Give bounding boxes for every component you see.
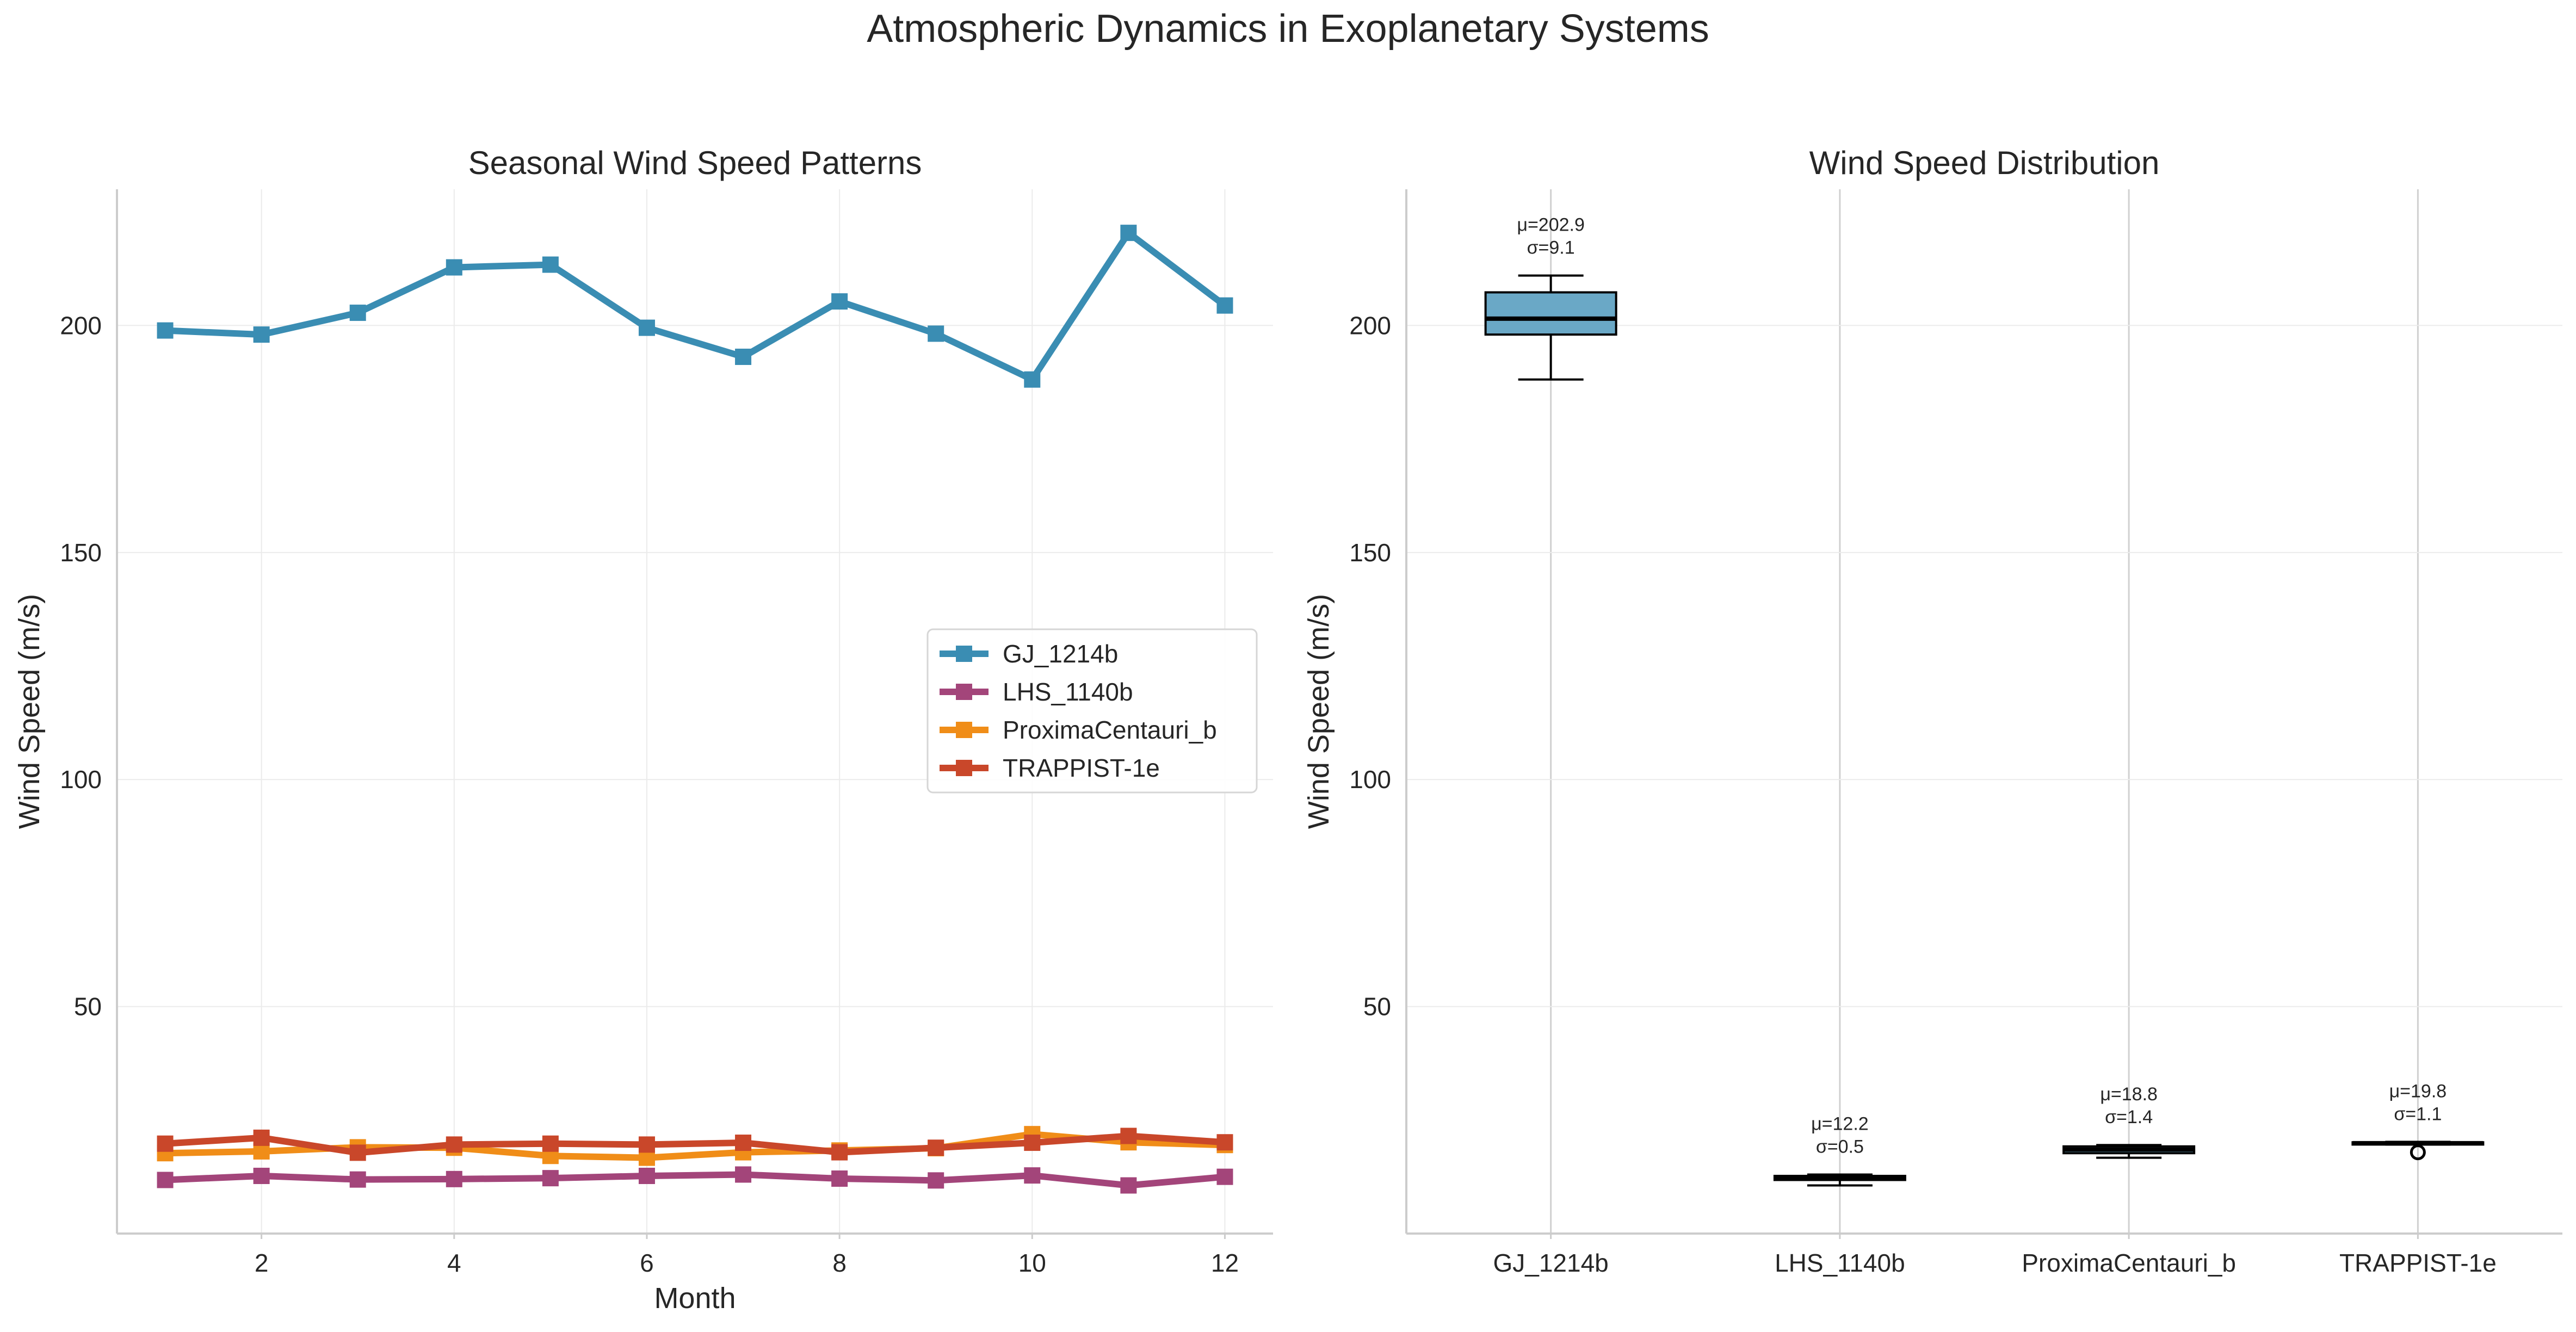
- y-tick-label: 150: [60, 538, 102, 567]
- data-point-LHS_1140b: [349, 1171, 366, 1188]
- std-annotation: σ=0.5: [1816, 1136, 1864, 1157]
- legend-label-LHS_1140b: LHS_1140b: [1003, 678, 1133, 706]
- data-point-GJ_1214b: [1024, 371, 1041, 388]
- x-tick-label: 10: [1018, 1249, 1046, 1277]
- mean-annotation: μ=202.9: [1517, 215, 1585, 236]
- data-point-LHS_1140b: [446, 1170, 462, 1187]
- data-point-GJ_1214b: [1120, 225, 1137, 241]
- data-point-GJ_1214b: [157, 322, 174, 339]
- legend-box: [926, 628, 1258, 794]
- data-point-GJ_1214b: [1216, 297, 1233, 314]
- mean-annotation: μ=18.8: [2100, 1084, 2158, 1105]
- x-tick-label: 2: [255, 1249, 269, 1277]
- data-point-LHS_1140b: [638, 1167, 655, 1184]
- outlier-point: [2410, 1144, 2426, 1161]
- x-tick-label: GJ_1214b: [1493, 1249, 1608, 1277]
- data-point-GJ_1214b: [253, 326, 270, 343]
- x-tick-label: 6: [640, 1249, 654, 1277]
- y-tick-label: 50: [74, 993, 102, 1021]
- series-line-LHS_1140b: [162, 1171, 1228, 1189]
- chart-title-distribution: Wind Speed Distribution: [1809, 145, 2160, 181]
- y-tick-label: 50: [1363, 993, 1391, 1021]
- data-point-TRAPPIST-1e: [542, 1135, 559, 1152]
- data-point-TRAPPIST-1e: [157, 1135, 174, 1152]
- data-point-LHS_1140b: [831, 1170, 848, 1187]
- data-point-TRAPPIST-1e: [253, 1129, 270, 1146]
- data-point-TRAPPIST-1e: [1024, 1135, 1041, 1151]
- x-tick-label: TRAPPIST-1e: [2339, 1249, 2497, 1277]
- data-point-TRAPPIST-1e: [831, 1144, 848, 1161]
- data-point-TRAPPIST-1e: [735, 1135, 752, 1151]
- legend-label-GJ_1214b: GJ_1214b: [1003, 640, 1118, 668]
- data-point-LHS_1140b: [1024, 1167, 1041, 1184]
- data-point-TRAPPIST-1e: [638, 1136, 655, 1153]
- data-point-LHS_1140b: [1120, 1177, 1137, 1194]
- data-point-LHS_1140b: [542, 1170, 559, 1187]
- box-GJ_1214b: [1484, 291, 1617, 336]
- legend-label-TRAPPIST-1e: TRAPPIST-1e: [1003, 754, 1160, 782]
- data-point-GJ_1214b: [638, 319, 655, 336]
- legend-marker-TRAPPIST-1e: [956, 760, 972, 776]
- data-point-LHS_1140b: [157, 1172, 174, 1188]
- series-line-GJ_1214b: [162, 230, 1228, 383]
- legend-marker-LHS_1140b: [956, 684, 972, 700]
- series-line-TRAPPIST-1e: [162, 1132, 1228, 1156]
- chart-title-seasonal: Seasonal Wind Speed Patterns: [468, 145, 922, 181]
- x-tick-label: 12: [1211, 1249, 1239, 1277]
- data-point-LHS_1140b: [928, 1172, 944, 1189]
- data-point-LHS_1140b: [253, 1167, 270, 1184]
- figure-title: Atmospheric Dynamics in Exoplanetary Sys…: [867, 7, 1709, 51]
- data-point-TRAPPIST-1e: [349, 1144, 366, 1161]
- y-axis-label: Wind Speed (m/s): [13, 594, 46, 829]
- data-point-LHS_1140b: [1216, 1168, 1233, 1185]
- mean-annotation: μ=19.8: [2389, 1081, 2447, 1101]
- y-axis-label: Wind Speed (m/s): [1302, 594, 1335, 829]
- y-tick-label: 100: [60, 765, 102, 794]
- legend-label-ProximaCentauri_b: ProximaCentauri_b: [1003, 716, 1217, 744]
- data-point-GJ_1214b: [542, 256, 559, 273]
- y-tick-label: 100: [1349, 765, 1391, 794]
- data-point-GJ_1214b: [831, 293, 848, 310]
- std-annotation: σ=9.1: [1527, 238, 1575, 258]
- data-point-TRAPPIST-1e: [1216, 1134, 1233, 1151]
- data-point-TRAPPIST-1e: [928, 1139, 944, 1156]
- x-tick-label: LHS_1140b: [1775, 1249, 1905, 1277]
- x-tick-label: 8: [832, 1249, 847, 1277]
- data-point-GJ_1214b: [446, 259, 462, 276]
- data-point-GJ_1214b: [735, 349, 752, 365]
- std-annotation: σ=1.1: [2394, 1104, 2442, 1124]
- legend-marker-ProximaCentauri_b: [956, 722, 972, 738]
- x-tick-label: ProximaCentauri_b: [2022, 1249, 2236, 1277]
- data-point-LHS_1140b: [735, 1166, 752, 1183]
- data-point-GJ_1214b: [928, 325, 944, 342]
- data-point-TRAPPIST-1e: [1120, 1127, 1137, 1144]
- data-point-ProximaCentauri_b: [253, 1143, 270, 1160]
- legend-marker-GJ_1214b: [956, 646, 972, 662]
- y-tick-label: 150: [1349, 538, 1391, 567]
- mean-annotation: μ=12.2: [1811, 1113, 1869, 1134]
- data-point-TRAPPIST-1e: [446, 1136, 462, 1153]
- y-tick-label: 200: [60, 311, 102, 339]
- x-axis-label: Month: [654, 1282, 736, 1315]
- data-point-GJ_1214b: [349, 305, 366, 321]
- y-tick-label: 200: [1349, 311, 1391, 339]
- x-tick-label: 4: [447, 1249, 461, 1277]
- std-annotation: σ=1.4: [2105, 1107, 2153, 1127]
